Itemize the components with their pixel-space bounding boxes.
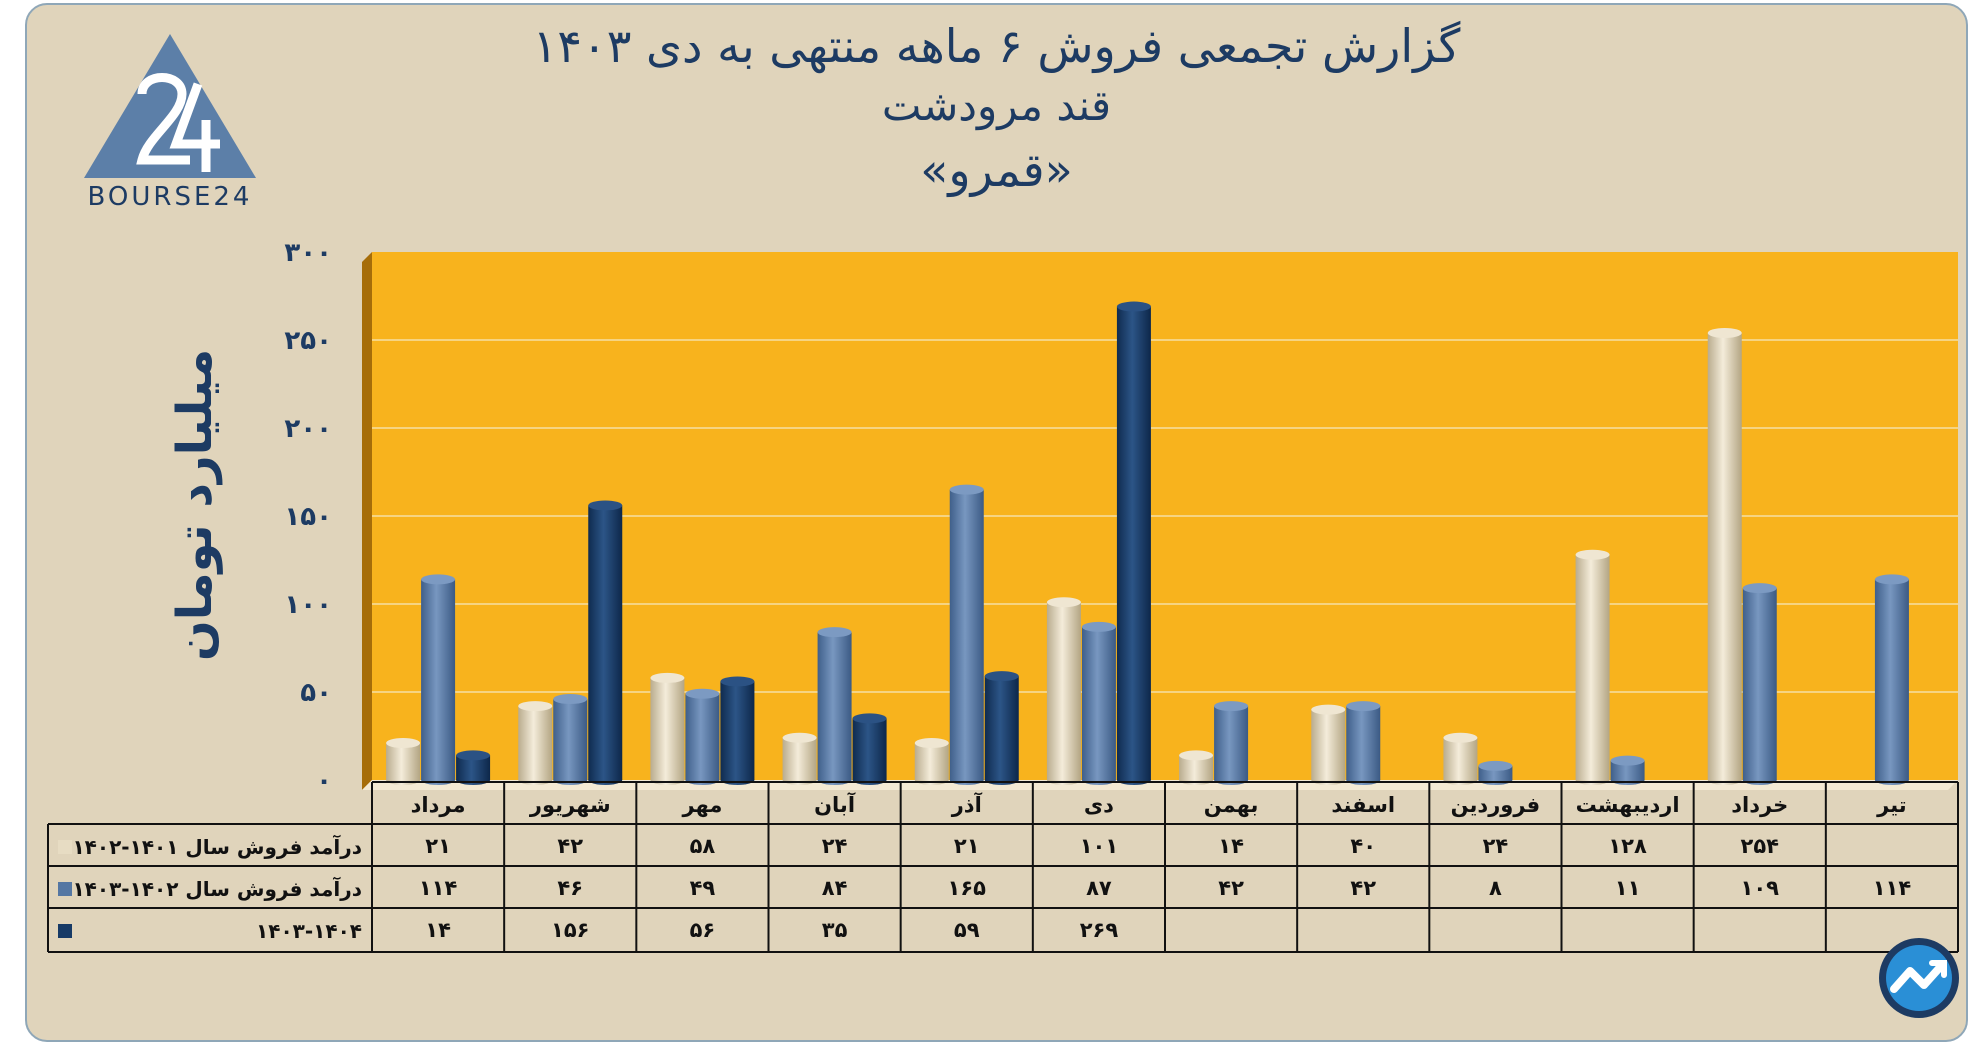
data-label: ۲۶۹ — [1080, 918, 1119, 942]
y-tick-label: ۲۵۰ — [284, 326, 332, 356]
bar — [1081, 621, 1116, 785]
bar — [650, 672, 685, 785]
data-label: ۳۵ — [822, 918, 848, 942]
data-label: ۸۴ — [822, 876, 848, 900]
y-tick-label: ۵۰ — [300, 678, 332, 708]
bar — [1575, 549, 1610, 785]
bar — [1179, 750, 1214, 785]
bar — [1346, 701, 1381, 785]
legend-entry: درآمد فروش سال ۱۴۰۱-۱۴۰۲ — [72, 834, 362, 859]
bar — [386, 738, 421, 785]
data-label: ۲۴ — [1483, 834, 1509, 858]
logo-text: BOURSE24 — [87, 182, 253, 212]
data-label: ۴۲ — [557, 834, 583, 858]
data-label: ۴۰ — [1350, 834, 1376, 858]
y-tick-label: ۰ — [316, 766, 332, 796]
bar — [1707, 327, 1742, 785]
y-axis-ticks: ۰ ۵۰ ۱۰۰ ۱۵۰ ۲۰۰ ۲۵۰ ۳۰۰ — [284, 238, 332, 796]
bar — [1116, 301, 1151, 785]
data-label: ۵۶ — [690, 918, 716, 942]
y-tick-label: ۱۰۰ — [284, 590, 332, 620]
data-table: مرداد شهریور مهر آبان آذر دی بهمن اسفند فروردین ا… — [47, 781, 1959, 953]
data-label: ۵۹ — [954, 918, 980, 942]
y-tick-label: ۲۰۰ — [284, 414, 332, 444]
legend-swatch — [58, 840, 72, 854]
data-label: ۲۴ — [822, 834, 848, 858]
data-label: ۵۸ — [690, 834, 716, 858]
bar — [421, 574, 456, 785]
data-label: ۱۱۴ — [419, 876, 458, 900]
x-tick-label: بهمن — [1204, 793, 1259, 817]
bar — [1214, 701, 1249, 785]
bar — [817, 627, 852, 785]
ticker-symbol: «قمرو» — [920, 143, 1073, 197]
data-label: ۱۱۴ — [1873, 876, 1912, 900]
data-label: ۱۵۶ — [551, 918, 589, 942]
data-label: ۱۰۱ — [1080, 834, 1118, 858]
x-tick-label: خرداد — [1731, 793, 1788, 817]
bar — [1311, 704, 1346, 785]
data-label: ۲۵۴ — [1741, 834, 1780, 858]
bar — [852, 713, 887, 785]
bar — [1742, 583, 1777, 785]
data-label: ۴۲ — [1350, 876, 1376, 900]
x-tick-label: دی — [1084, 793, 1114, 817]
data-label: ۱۶۵ — [948, 876, 987, 900]
plot-side-wall — [362, 252, 372, 790]
data-label: ۴۶ — [557, 876, 583, 900]
bar — [518, 701, 553, 785]
bar — [588, 500, 623, 785]
chart-title: گزارش تجمعی فروش ۶ ماهه منتهی به دی ۱۴۰۳ — [532, 19, 1461, 73]
y-tick-label: ۳۰۰ — [284, 238, 332, 268]
bar — [1874, 574, 1909, 785]
gridlines — [372, 339, 1958, 693]
x-tick-label: آبان — [814, 792, 856, 817]
x-tick-label: فروردین — [1451, 793, 1541, 817]
bar — [1443, 732, 1478, 785]
x-tick-label: آذر — [951, 792, 983, 817]
data-label: ۲۱ — [425, 834, 451, 858]
bar — [1610, 755, 1645, 785]
data-label: ۸۷ — [1086, 876, 1112, 900]
bar — [949, 484, 984, 785]
bar — [553, 694, 588, 785]
bar — [685, 688, 720, 785]
data-label: ۸ — [1489, 876, 1502, 900]
bar — [914, 738, 949, 785]
data-label: ۱۲۸ — [1608, 834, 1647, 858]
legend-swatch — [58, 882, 72, 896]
trend-badge-icon — [1879, 938, 1959, 1018]
x-tick-label: شهریور — [529, 793, 611, 817]
data-label: ۱۱ — [1615, 876, 1641, 900]
data-label: ۴۲ — [1218, 876, 1244, 900]
bars — [386, 301, 1909, 785]
x-tick-label: مرداد — [411, 793, 466, 817]
legend-swatch — [58, 924, 72, 938]
company-name: قند مرودشت — [881, 81, 1112, 130]
x-tick-label: اسفند — [1331, 793, 1395, 817]
bar — [782, 732, 817, 785]
legend-entry: ۱۴۰۳-۱۴۰۴ — [256, 919, 362, 943]
y-tick-label: ۱۵۰ — [284, 502, 332, 532]
bar — [984, 671, 1019, 785]
legend-entry: درآمد فروش سال ۱۴۰۲-۱۴۰۳ — [72, 876, 362, 901]
x-tick-label: تیر — [1876, 793, 1907, 817]
bar — [720, 676, 755, 785]
data-label: ۱۰۹ — [1741, 876, 1780, 900]
bar — [1046, 597, 1081, 785]
data-label: ۲۱ — [954, 834, 980, 858]
x-tick-label: اردیبهشت — [1576, 793, 1680, 817]
data-label: ۱۴ — [425, 918, 451, 942]
data-label: ۱۴ — [1218, 834, 1244, 858]
bar — [456, 750, 491, 785]
data-label: ۴۹ — [690, 876, 716, 900]
bourse24-logo-icon — [84, 34, 256, 178]
x-tick-label: مهر — [681, 793, 722, 817]
